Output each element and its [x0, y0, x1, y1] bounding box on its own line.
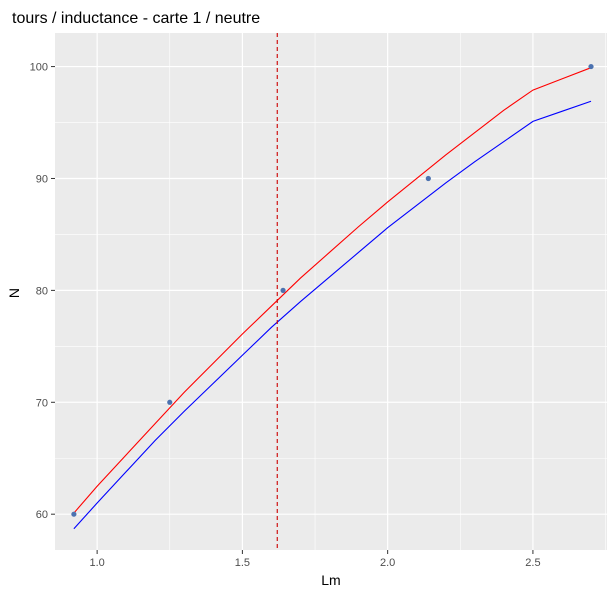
- y-axis: 60 70 80 90 100: [30, 62, 55, 521]
- data-point: [71, 511, 77, 517]
- x-tick-label: 2.0: [380, 557, 395, 569]
- x-tick-label: 1.5: [235, 557, 250, 569]
- data-point: [280, 287, 286, 293]
- x-axis: 1.0 1.5 2.0 2.5: [89, 550, 541, 569]
- points-layer: [71, 63, 594, 517]
- y-axis-title: N: [6, 288, 22, 298]
- y-tick-label: 80: [36, 285, 48, 297]
- x-tick-label: 2.5: [525, 557, 540, 569]
- grid: [55, 33, 607, 550]
- y-tick-label: 60: [36, 509, 48, 521]
- y-tick-label: 70: [36, 397, 48, 409]
- series-layer: [73, 33, 592, 550]
- y-tick-label: 90: [36, 173, 48, 185]
- chart-title: tours / inductance - carte 1 / neutre: [12, 10, 260, 27]
- x-tick-label: 1.0: [89, 557, 104, 569]
- data-point: [425, 175, 431, 182]
- data-point: [167, 399, 173, 405]
- series-line-2: [73, 100, 592, 530]
- data-point: [588, 63, 594, 70]
- series-line-1: [73, 67, 592, 514]
- plot-panel: [55, 33, 607, 550]
- y-tick-label: 100: [30, 62, 48, 74]
- x-axis-title: Lm: [321, 572, 340, 588]
